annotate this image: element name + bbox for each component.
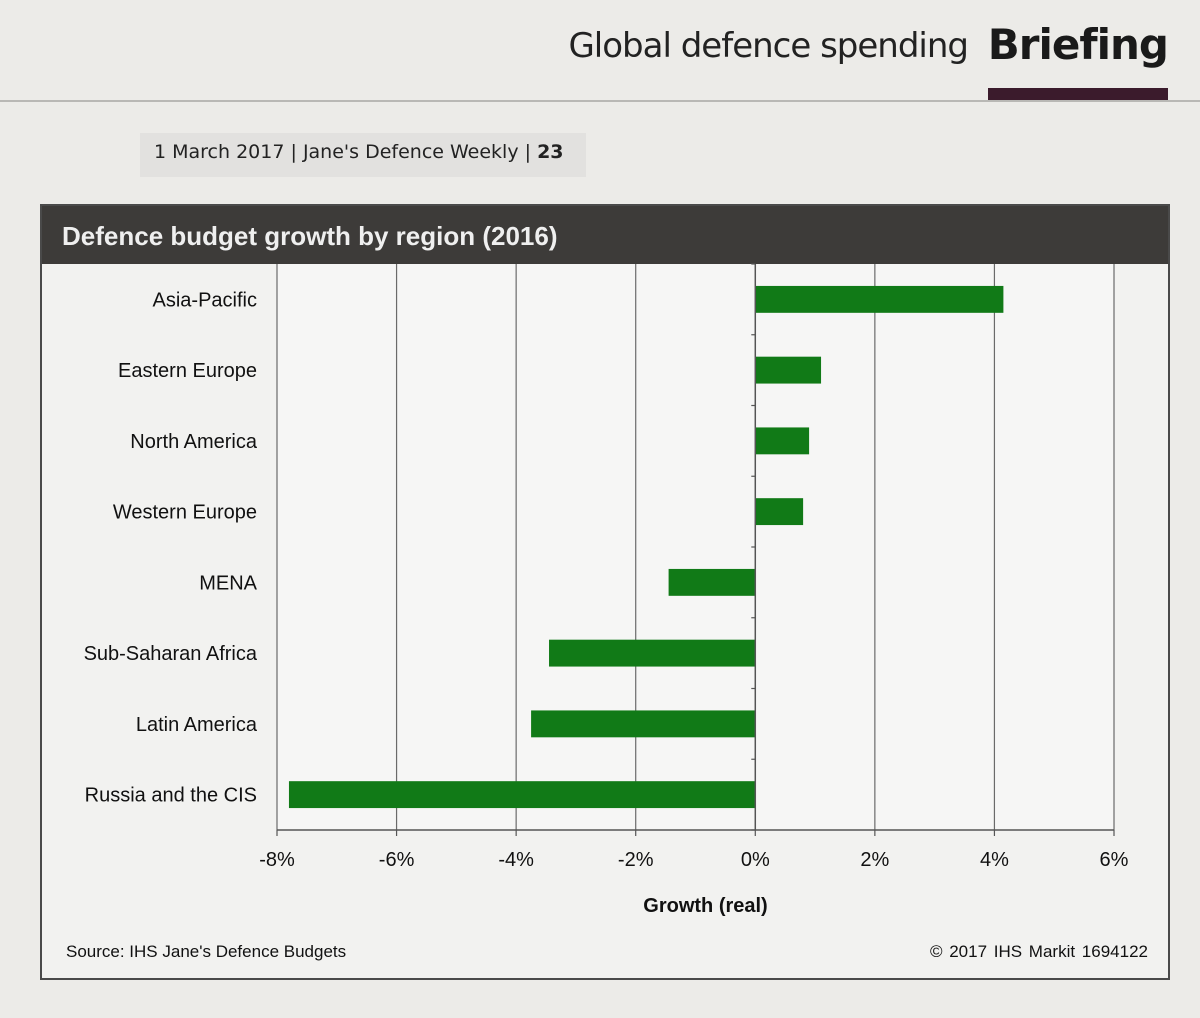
category-label: Sub-Saharan Africa (84, 643, 258, 665)
bar (755, 498, 804, 526)
bar (755, 285, 1004, 313)
category-label: Russia and the CIS (85, 785, 257, 807)
x-tick-label: 6% (1100, 849, 1129, 871)
section-title: Global defence spending (568, 26, 969, 66)
category-label: North America (130, 431, 258, 453)
x-tick-label: 4% (980, 849, 1009, 871)
x-tick-label: 0% (741, 849, 770, 871)
x-tick-label: -4% (498, 849, 534, 871)
category-label: Eastern Europe (118, 360, 257, 382)
chart-credit: © 2017 IHS Markit 1694122 (929, 942, 1148, 961)
chart-title: Defence budget growth by region (2016) (42, 206, 1168, 264)
x-tick-label: -8% (259, 849, 295, 871)
bar (549, 639, 756, 667)
issue-line: 1 March 2017 | Jane's Defence Weekly | 2… (140, 133, 586, 177)
issue-date: 1 March 2017 (154, 141, 285, 163)
bar (531, 710, 756, 738)
category-label: Western Europe (113, 502, 257, 524)
x-tick-label: -6% (379, 849, 415, 871)
chart-panel: Defence budget growth by region (2016) A… (40, 204, 1170, 980)
plot-area (277, 264, 1114, 830)
bar-chart: Asia-Pacific Eastern Europe North America W… (84, 263, 1129, 917)
bar (668, 568, 756, 596)
chart-source: Source: IHS Jane's Defence Budgets (66, 942, 347, 961)
x-tick-label: 2% (860, 849, 889, 871)
briefing-tag: Briefing (987, 20, 1169, 69)
bar (288, 781, 756, 809)
category-label: Asia-Pacific (153, 289, 257, 311)
category-label: Latin America (136, 714, 258, 736)
issue-page: 23 (537, 141, 564, 163)
header-rule (0, 100, 1200, 102)
x-tick-label: -2% (618, 849, 654, 871)
issue-publication: Jane's Defence Weekly (302, 141, 519, 163)
category-label: MENA (199, 572, 257, 594)
bar (755, 427, 810, 455)
bar (755, 356, 822, 384)
briefing-tag-bar (988, 88, 1168, 100)
x-axis-title: Growth (real) (643, 895, 767, 917)
